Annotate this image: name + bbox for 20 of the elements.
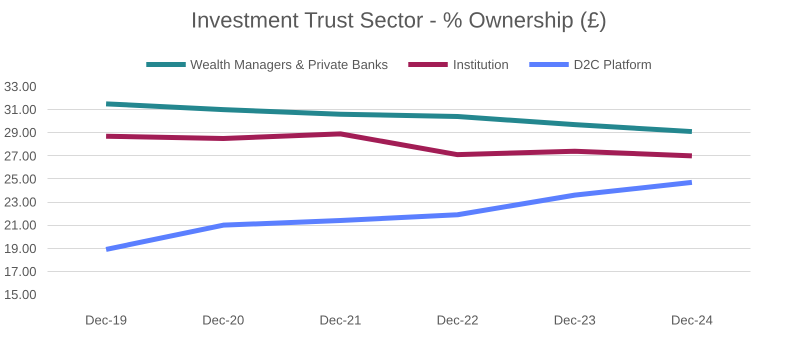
- y-tick-label: 23.00: [4, 194, 37, 210]
- x-tick-label: Dec-21: [319, 312, 362, 328]
- x-tick-label: Dec-22: [436, 312, 479, 328]
- legend-label: D2C Platform: [574, 56, 652, 72]
- x-tick-label: Dec-23: [554, 312, 596, 328]
- y-tick-label: 27.00: [4, 148, 37, 164]
- legend-label: Wealth Managers & Private Banks: [190, 56, 388, 72]
- legend-label: Institution: [453, 56, 509, 72]
- x-tick-label: Dec-20: [202, 312, 244, 328]
- y-tick-label: 33.00: [4, 79, 37, 94]
- x-tick-label: Dec-19: [85, 312, 128, 328]
- y-tick-label: 29.00: [4, 125, 37, 140]
- x-tick-label: Dec-24: [670, 312, 713, 328]
- y-tick-label: 31.00: [4, 102, 37, 118]
- y-tick-label: 19.00: [4, 240, 37, 256]
- chart-title: Investment Trust Sector - % Ownership (£): [190, 8, 607, 32]
- y-tick-label: 21.00: [4, 218, 37, 233]
- y-tick-label: 25.00: [4, 171, 37, 186]
- y-tick-label: 15.00: [4, 287, 37, 302]
- y-tick-label: 17.00: [4, 264, 37, 279]
